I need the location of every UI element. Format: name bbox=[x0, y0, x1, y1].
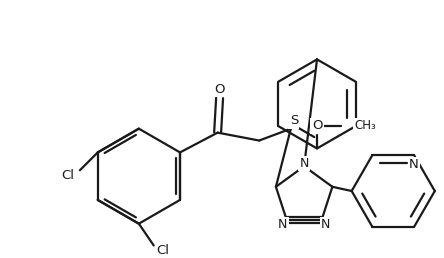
Text: Cl: Cl bbox=[62, 169, 75, 182]
Text: N: N bbox=[299, 157, 309, 170]
Text: CH₃: CH₃ bbox=[355, 119, 377, 132]
Text: O: O bbox=[312, 119, 322, 132]
Text: S: S bbox=[289, 114, 298, 127]
Text: O: O bbox=[214, 83, 225, 95]
Text: N: N bbox=[278, 219, 287, 231]
Text: N: N bbox=[409, 158, 419, 171]
Text: N: N bbox=[321, 219, 330, 231]
Text: Cl: Cl bbox=[156, 244, 169, 257]
